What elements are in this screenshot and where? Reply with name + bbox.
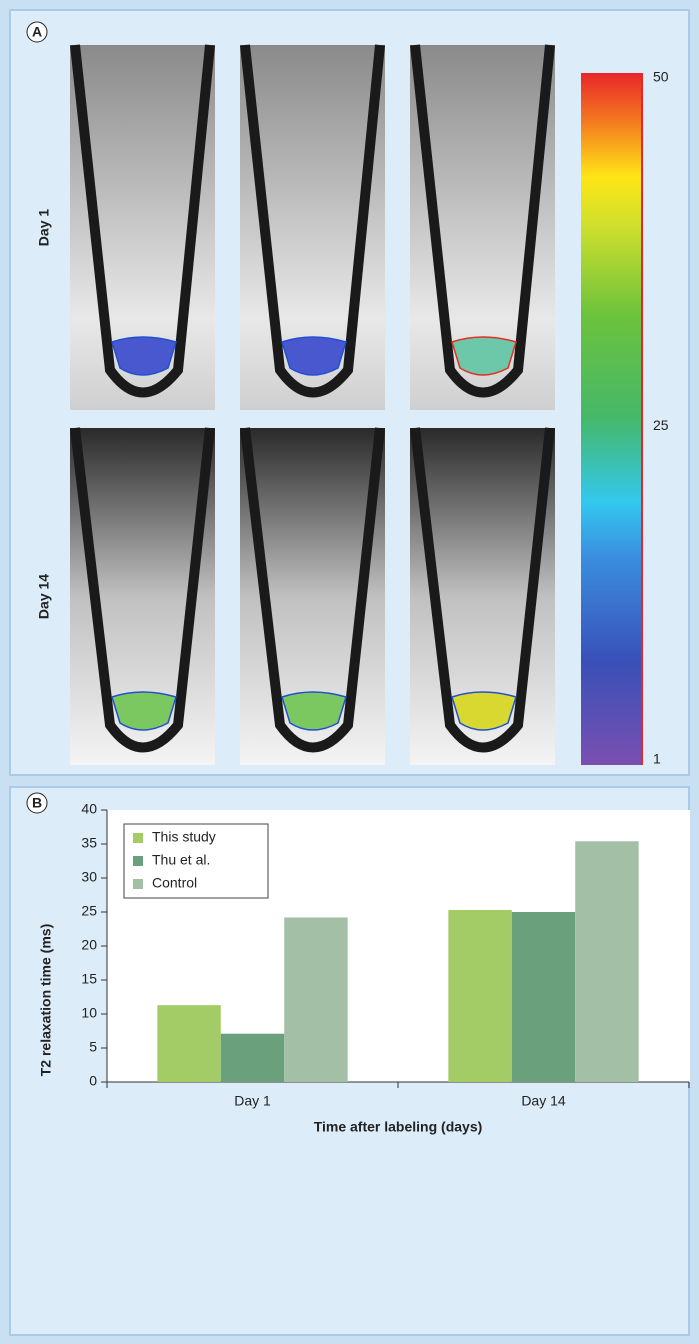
legend-label: Control [152,875,197,891]
x-axis-title: Time after labeling (days) [314,1119,483,1135]
legend-swatch [133,879,143,889]
legend-label: Thu et al. [152,852,210,868]
colorbar [581,73,643,765]
colorbar-tick-label: 1 [653,751,661,767]
bar [221,1034,284,1082]
signal-map [282,692,346,730]
x-tick-label: Day 14 [521,1093,566,1109]
y-tick-label: 30 [81,869,97,885]
x-tick-label: Day 1 [234,1093,271,1109]
legend-label: This study [152,829,216,845]
panel-label: B [32,795,42,811]
bar [284,917,347,1082]
legend-swatch [133,833,143,843]
bar [512,912,575,1082]
legend-swatch [133,856,143,866]
bar [157,1005,220,1082]
y-axis-title: T2 relaxation time (ms) [38,924,54,1077]
y-tick-label: 0 [89,1073,97,1089]
row-header: Day 14 [36,574,52,619]
colorbar-tick-label: 50 [653,69,669,85]
bar [575,841,638,1082]
row-header: Day 1 [36,209,52,247]
y-tick-label: 40 [81,801,97,817]
bar [448,910,511,1082]
signal-map [112,692,176,730]
y-tick-label: 15 [81,971,97,987]
y-tick-label: 20 [81,937,97,953]
y-tick-label: 25 [81,903,97,919]
signal-map [452,337,516,375]
signal-map [282,337,346,375]
figure: A B T2 relaxation time (ms) Time after l… [0,0,699,1344]
y-tick-label: 35 [81,835,97,851]
colorbar-tick-label: 25 [653,417,669,433]
y-tick-label: 5 [89,1039,97,1055]
y-tick-label: 10 [81,1005,97,1021]
signal-map [112,337,176,375]
panel-label: A [32,24,42,40]
signal-map [452,692,516,730]
